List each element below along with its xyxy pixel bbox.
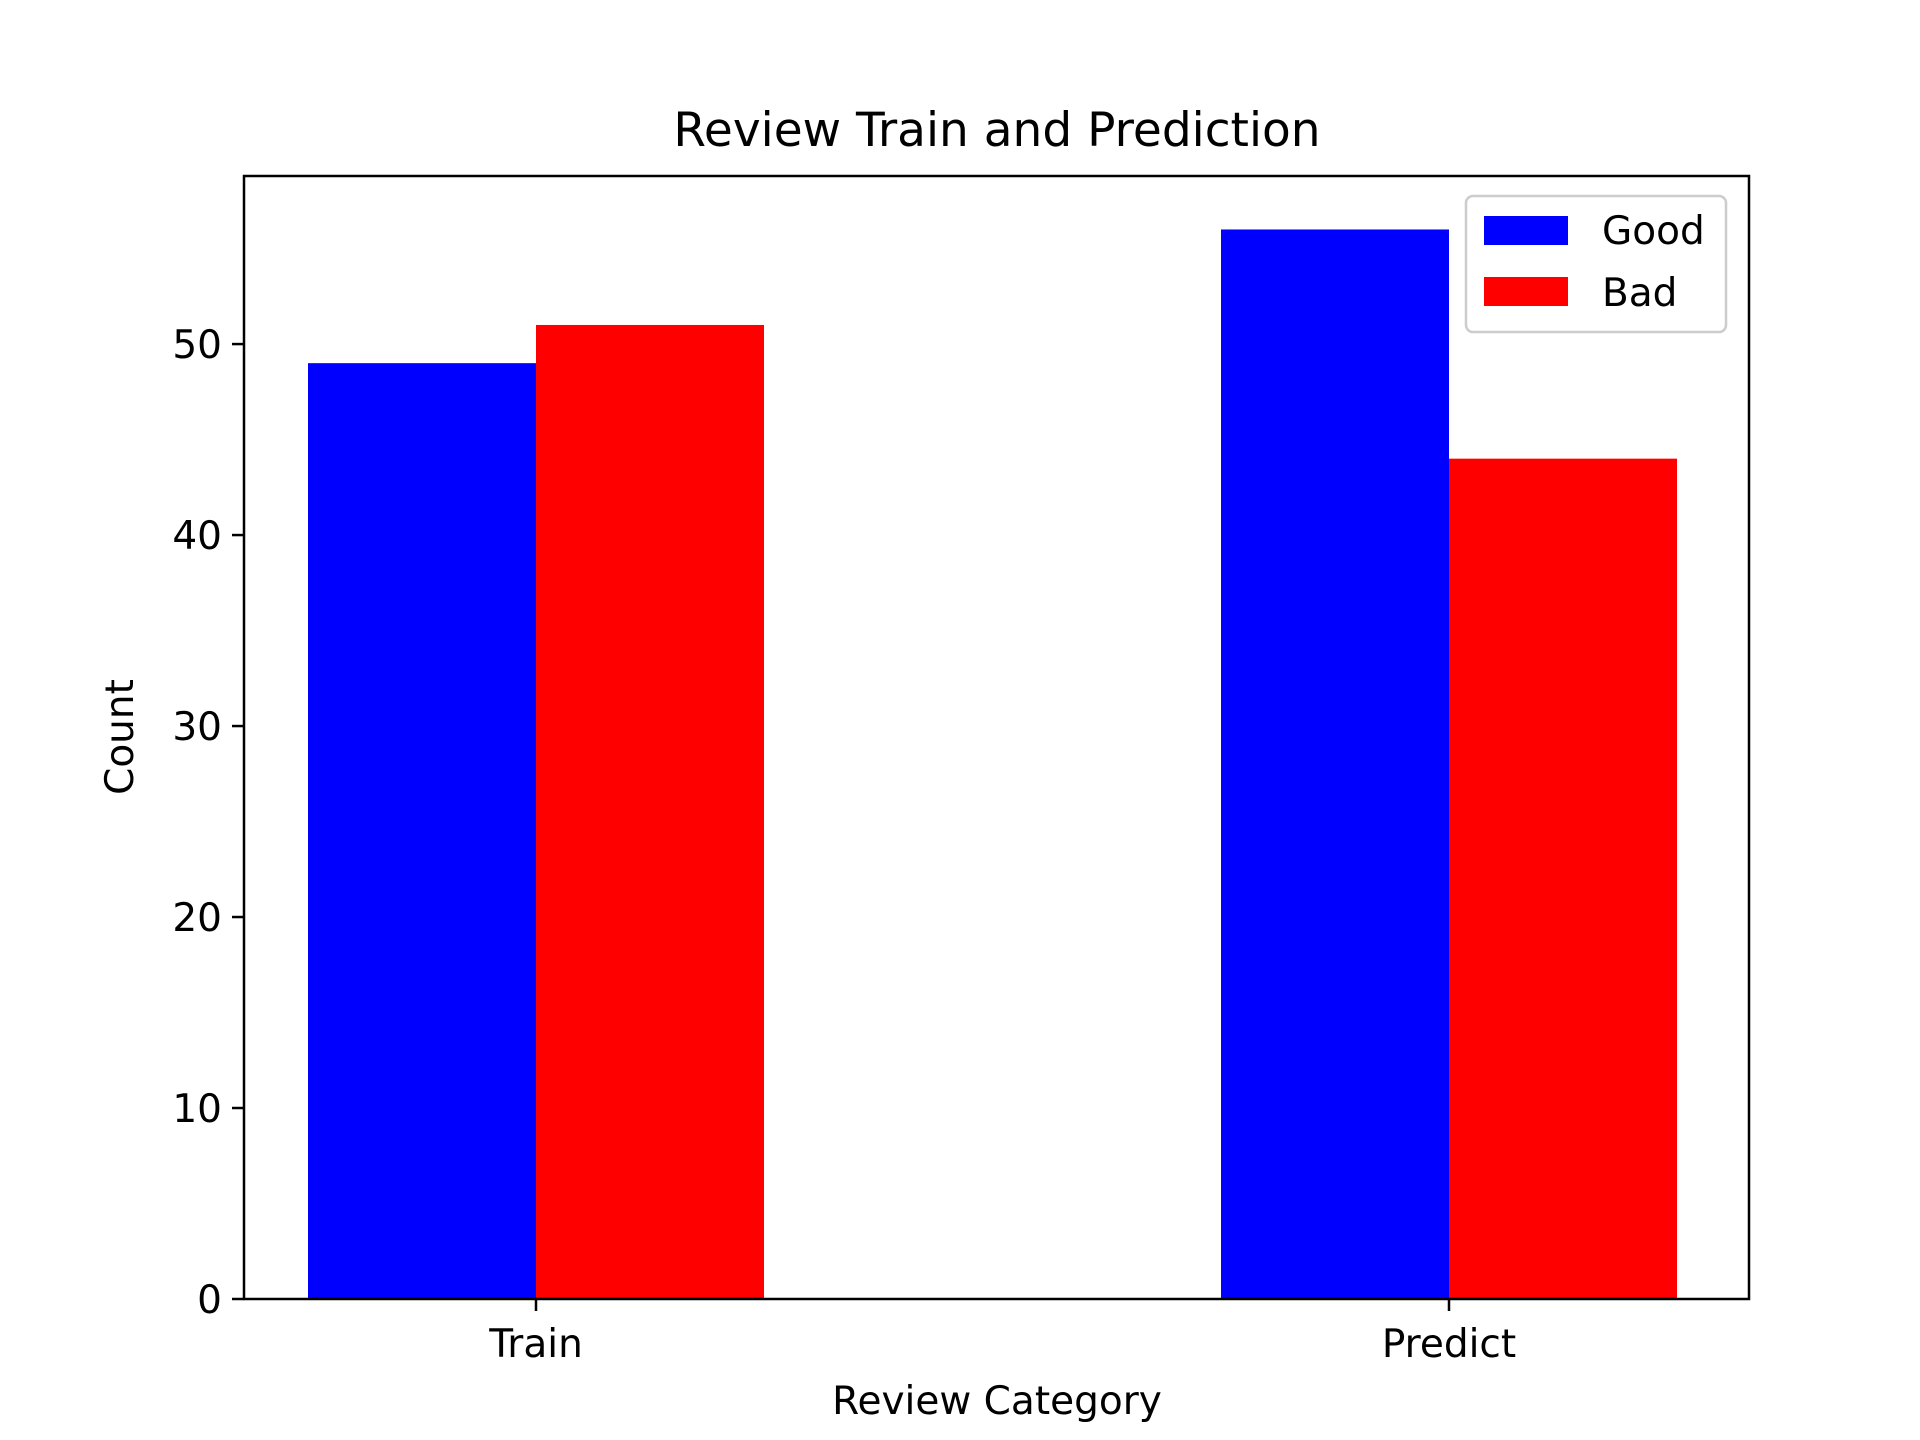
legend-swatch-bad — [1484, 277, 1568, 306]
legend-label-bad: Bad — [1602, 271, 1677, 316]
y-tick-label: 0 — [197, 1278, 222, 1323]
y-tick-label: 20 — [172, 896, 222, 941]
y-tick-label: 10 — [172, 1087, 222, 1132]
bars-layer — [308, 229, 1677, 1300]
y-tick-label: 50 — [172, 323, 222, 368]
bar-bad-predict — [1449, 458, 1677, 1299]
bar-good-train — [308, 363, 536, 1300]
bar-good-predict — [1221, 229, 1449, 1299]
bar-bad-train — [536, 324, 764, 1300]
legend-label-good: Good — [1602, 209, 1705, 254]
legend-swatch-good — [1484, 216, 1568, 245]
y-axis-ticks: 0 10 20 30 40 50 — [172, 323, 244, 1323]
x-tick-label: Train — [488, 1322, 583, 1367]
plot-frame — [242, 174, 1751, 1301]
x-axis-ticks: Train Predict — [488, 1299, 1516, 1367]
y-tick-label: 40 — [172, 514, 222, 559]
chart-title: Review Train and Prediction — [673, 103, 1320, 158]
y-axis-label: Count — [98, 679, 143, 795]
legend: Good Bad — [1464, 194, 1728, 334]
x-axis-label: Review Category — [832, 1379, 1162, 1424]
x-tick-label: Predict — [1382, 1322, 1516, 1367]
y-tick-label: 30 — [172, 705, 222, 750]
